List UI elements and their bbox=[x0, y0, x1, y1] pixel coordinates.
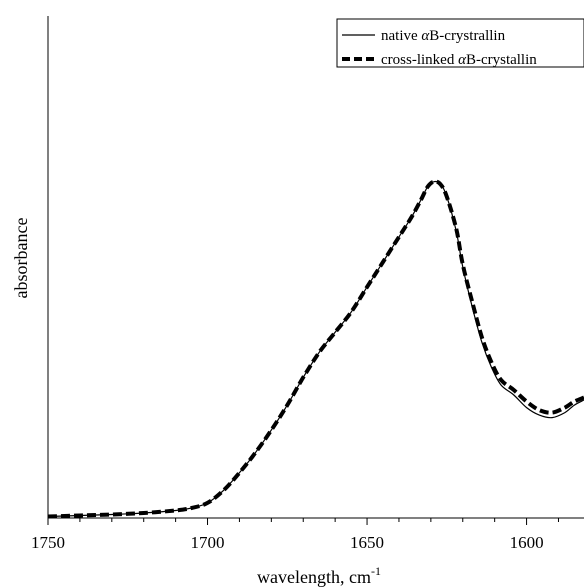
x-ticks: 1750 1700 1650 1600 bbox=[31, 518, 559, 552]
legend-box bbox=[336, 18, 584, 68]
axes bbox=[47, 16, 584, 519]
y-axis-title: absorbance bbox=[11, 218, 31, 299]
x-axis-title-sup: -1 bbox=[371, 564, 381, 578]
legend: native αB-crystrallin cross-linked αB-cr… bbox=[336, 18, 584, 68]
x-tick-label-1700: 1700 bbox=[191, 533, 225, 552]
series-layer bbox=[47, 179, 584, 519]
series-native-line bbox=[47, 180, 584, 518]
legend-label-native: native αB-crystrallin bbox=[381, 28, 506, 44]
x-axis-title-main: wavelength, cm bbox=[257, 567, 371, 587]
x-axis-title: wavelength, cm-1 bbox=[257, 564, 381, 587]
x-tick-label-1650: 1650 bbox=[350, 533, 384, 552]
series-cross-linked-line bbox=[47, 179, 584, 519]
x-tick-label-1750: 1750 bbox=[31, 533, 65, 552]
legend-label-cross-linked: cross-linked αB-crystallin bbox=[381, 52, 537, 68]
x-tick-label-1600: 1600 bbox=[510, 533, 544, 552]
